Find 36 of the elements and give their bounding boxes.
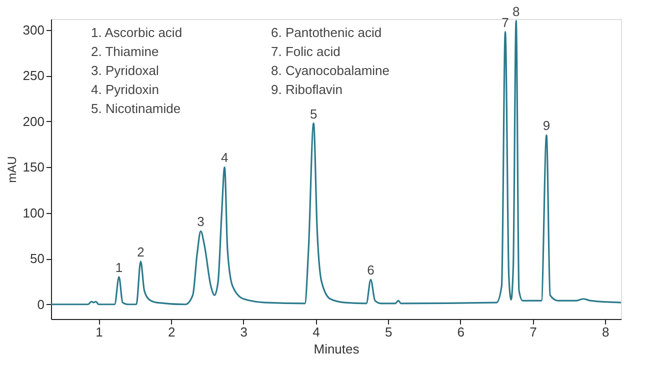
line-series xyxy=(50,20,622,306)
y-tick-label: 300 xyxy=(22,22,44,38)
y-tick-label: 100 xyxy=(22,205,44,220)
x-tick-label: 1 xyxy=(96,324,103,340)
y-tick-label: 150 xyxy=(22,160,44,175)
x-tick-label: 5 xyxy=(384,324,392,340)
x-tick-label: 4 xyxy=(312,324,320,340)
annotation: 2. Thiamine xyxy=(91,44,159,59)
x-tick-label: 2 xyxy=(168,324,176,340)
annotation: 6. Pantothenic acid xyxy=(271,25,382,40)
annotation: 4 xyxy=(220,150,228,166)
annotation: 4. Pyridoxin xyxy=(91,82,159,97)
x-tick-label: 8 xyxy=(602,324,610,340)
y-tick-label: 250 xyxy=(22,68,44,84)
x-tick-label: 6 xyxy=(457,324,465,340)
y-tick-label: 50 xyxy=(30,251,44,266)
y-tick-label: 200 xyxy=(22,114,44,129)
annotation: 3 xyxy=(197,214,204,230)
annotation: 1. Ascorbic acid xyxy=(91,25,182,40)
y-tick-label: 0 xyxy=(37,296,44,312)
annotation: 8. Cyanocobalamine xyxy=(271,63,390,78)
x-tick-label: 3 xyxy=(240,324,248,340)
annotation: 7. Folic acid xyxy=(271,44,340,59)
annotation: 1 xyxy=(115,260,123,275)
annotation: 2 xyxy=(137,244,144,260)
annotation: 5. Nicotinamide xyxy=(91,101,181,116)
annotation: 9 xyxy=(542,118,550,134)
annotation: 7 xyxy=(502,14,509,30)
x-axis-title: Minutes xyxy=(314,342,360,356)
x-tick-label: 7 xyxy=(530,324,537,340)
annotation: 8 xyxy=(512,4,520,19)
y-axis-title: mAU xyxy=(4,156,19,183)
annotation: 3. Pyridoxal xyxy=(91,63,160,78)
annotation: 6 xyxy=(367,262,374,278)
annotation: 9. Riboflavin xyxy=(271,82,343,97)
annotation: 5 xyxy=(310,106,318,122)
